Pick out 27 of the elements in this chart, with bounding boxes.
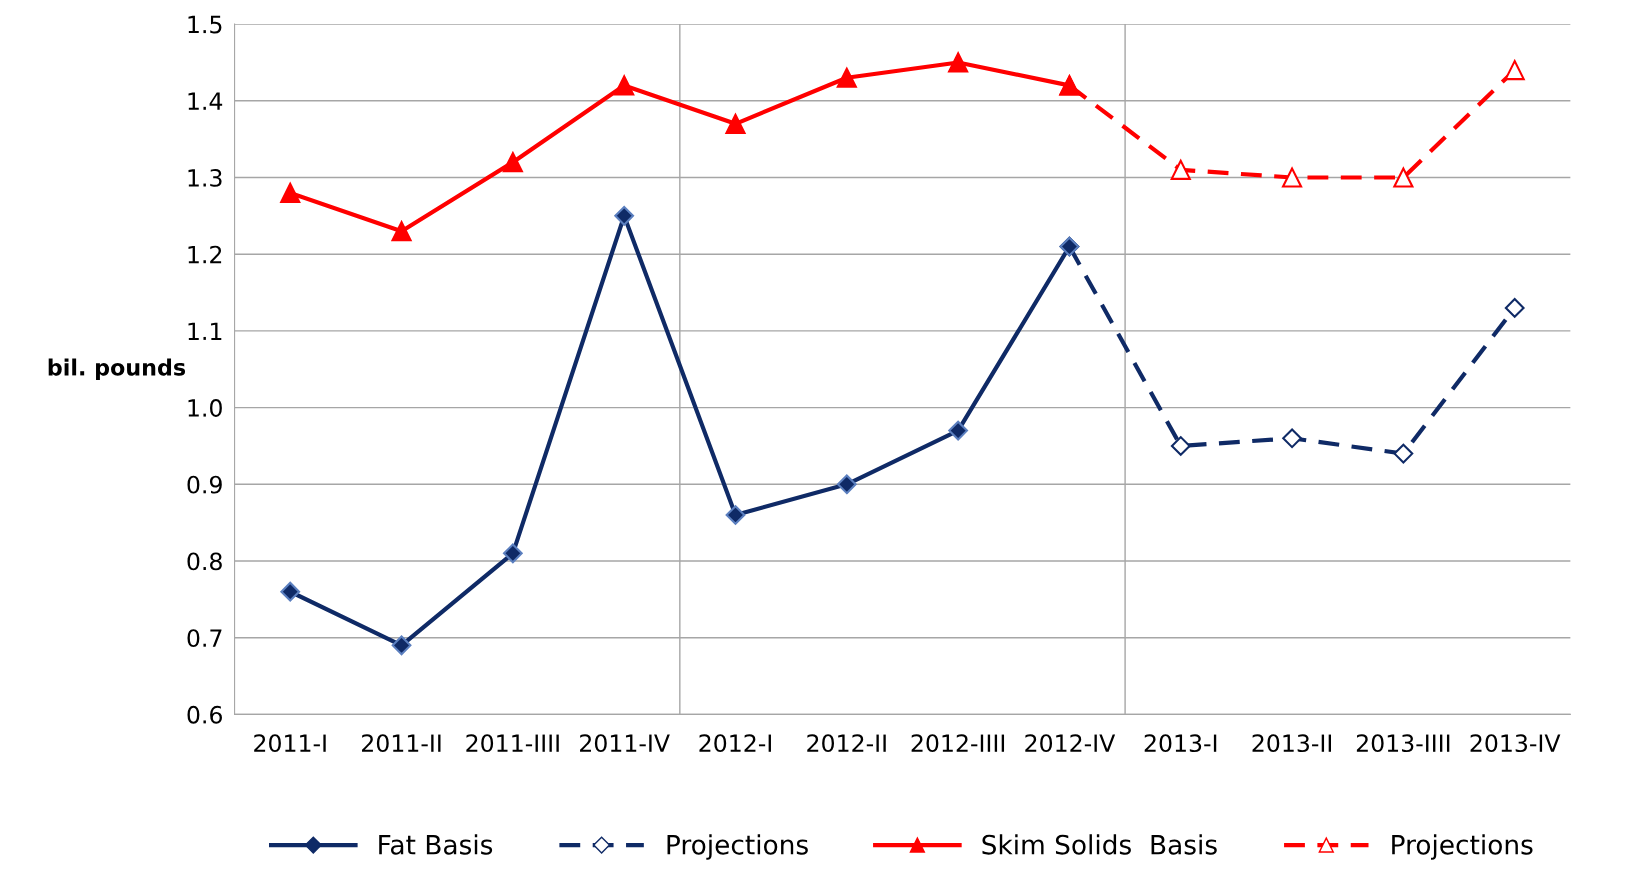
x-tick-label: 2012-IIII	[911, 734, 1005, 753]
y-tick-label: 0.7	[187, 629, 222, 648]
x-tick-label: 2011-IV	[580, 734, 670, 753]
y-tick-label: 1.1	[188, 322, 222, 340]
x-tick-label: 2012-II	[807, 734, 886, 753]
x-tick-label: 2011-I	[254, 734, 326, 753]
legend-label: Fat Basis	[379, 834, 493, 855]
x-tick-label: 2013-I	[1144, 734, 1217, 753]
y-axis-title: bil. pounds	[48, 358, 186, 381]
x-tick-label: 2012-IV	[1025, 734, 1116, 753]
y-tick-label: 1.5	[188, 15, 222, 34]
y-tick-label: 1.2	[188, 245, 222, 264]
x-tick-label: 2012-I	[699, 734, 771, 753]
y-tick-label: 0.9	[187, 475, 222, 494]
x-tick-label: 2013-II	[1252, 734, 1332, 753]
legend-label: Projections	[667, 834, 808, 860]
x-tick-label: 2013-IIII	[1356, 734, 1450, 753]
legend-label: Projections	[1392, 834, 1533, 860]
y-tick-label: 1.3	[188, 168, 222, 187]
x-tick-label: 2011-II	[362, 734, 441, 753]
legend-label: Skim Solids Basis	[982, 834, 1217, 855]
y-tick-label: 0.8	[187, 552, 222, 571]
x-tick-label: 2011-IIII	[466, 734, 559, 753]
y-tick-label: 1.0	[188, 399, 222, 417]
x-tick-label: 2013-IV	[1470, 734, 1561, 753]
y-tick-label: 1.4	[188, 92, 223, 110]
y-tick-label: 0.6	[187, 705, 222, 724]
